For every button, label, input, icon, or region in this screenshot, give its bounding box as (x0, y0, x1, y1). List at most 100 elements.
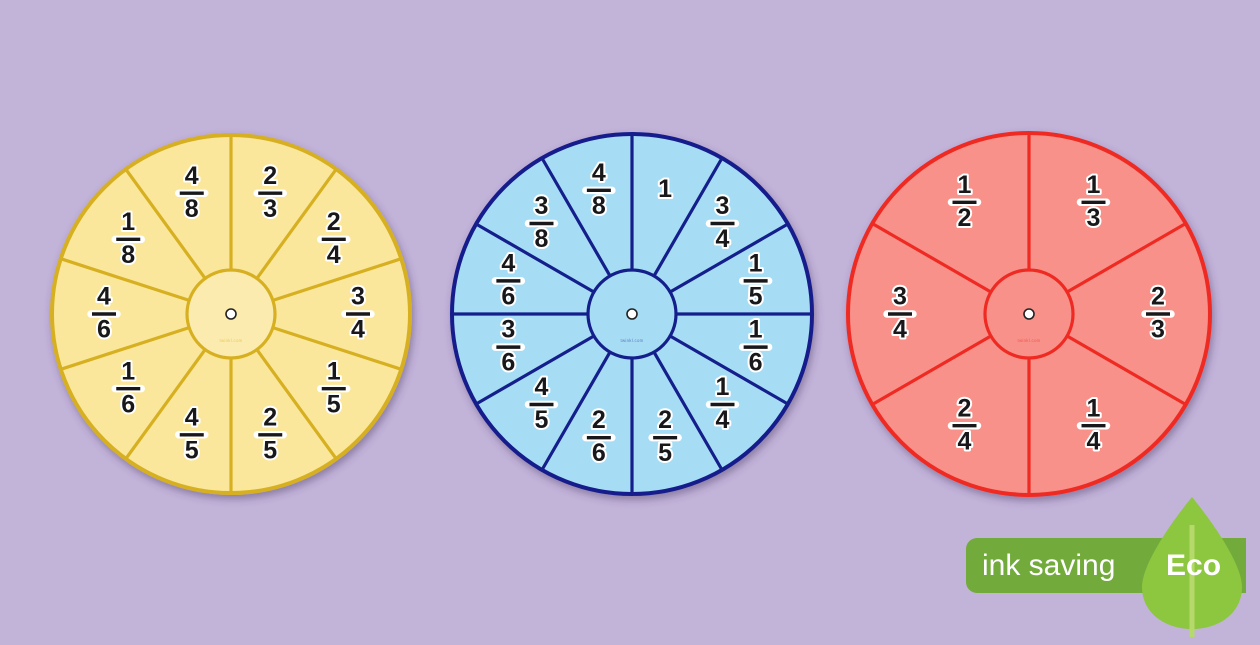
segment-divider (1065, 221, 1188, 294)
fraction-denominator: 4 (893, 316, 907, 344)
fraction-numerator: 4 (535, 373, 549, 401)
fraction-denominator: 6 (501, 349, 515, 377)
watermark-text: twinkl.com (219, 338, 242, 343)
fraction-numerator: 4 (592, 159, 606, 187)
fraction-denominator: 4 (327, 241, 341, 269)
fraction-numerator: 1 (327, 357, 341, 385)
fraction-denominator: 3 (1151, 316, 1165, 344)
fraction-label: 24 (316, 206, 351, 271)
fraction-label: 18 (111, 206, 146, 271)
segment-divider (124, 347, 207, 461)
fraction-denominator: 5 (327, 390, 341, 418)
pivot-hole (626, 308, 638, 320)
fraction-numerator: 1 (121, 208, 135, 236)
segment-divider (540, 350, 612, 472)
fraction-label: 45 (175, 401, 209, 466)
fraction-label: 38 (524, 190, 559, 255)
segment-divider (652, 350, 724, 472)
fraction-denominator: 5 (535, 406, 549, 434)
fraction-denominator: 6 (501, 282, 515, 310)
fraction-denominator: 3 (1087, 204, 1101, 232)
fraction-denominator: 8 (535, 225, 549, 253)
fraction-label: 16 (111, 355, 146, 420)
fraction-denominator: 8 (592, 192, 606, 220)
fraction-numerator: 1 (716, 373, 730, 401)
ink-saving-label: ink saving (982, 549, 1116, 582)
fraction-label: 15 (738, 247, 773, 312)
fraction-numerator: 3 (501, 316, 515, 344)
fraction-numerator: 3 (351, 283, 365, 311)
fraction-label: 48 (582, 157, 616, 222)
fraction-label: 12 (947, 169, 982, 234)
segment-divider (474, 222, 596, 294)
watermark-text: twinkl.com (1017, 338, 1040, 343)
fraction-numerator: 1 (1087, 171, 1101, 199)
pivot-hole (225, 308, 237, 320)
fraction-numerator: 2 (1151, 283, 1165, 311)
ink-saving-eco-badge: ink saving Eco (966, 497, 1260, 637)
fraction-denominator: 8 (185, 195, 199, 223)
segment-divider (474, 334, 596, 406)
fraction-label: 46 (491, 247, 526, 312)
fraction-denominator: 6 (97, 316, 111, 344)
fraction-label: 16 (738, 314, 773, 379)
fraction-label: 25 (648, 404, 682, 469)
segment-divider (271, 257, 403, 303)
segment-divider (271, 325, 403, 371)
fraction-denominator: 4 (716, 406, 730, 434)
fraction-denominator: 5 (658, 439, 672, 467)
fraction-label: 14 (705, 371, 740, 436)
spinner-wheels-canvas: twinkl.com 2 3 2 4 3 4 1 5 2 5 4 5 1 6 4 6 1 8 4 8 twinkl.com… (50, 131, 1260, 637)
fraction-denominator: 2 (958, 204, 972, 232)
fraction-numerator: 1 (749, 316, 763, 344)
fraction-label: 24 (947, 392, 982, 457)
segment-divider (59, 325, 191, 371)
eco-label: Eco (1166, 549, 1222, 582)
segment-divider (255, 347, 338, 461)
fraction-numerator: 2 (658, 406, 672, 434)
fraction-numerator: 2 (263, 403, 277, 431)
fraction-numerator: 2 (263, 162, 277, 190)
segment-divider (255, 167, 338, 281)
fraction-numerator: 4 (97, 283, 111, 311)
segment-divider (870, 221, 993, 294)
fraction-denominator: 4 (958, 427, 972, 455)
fraction-label: 13 (1076, 169, 1111, 234)
fraction-numerator: 3 (716, 192, 730, 220)
segment-divider (652, 156, 724, 278)
fraction-label: 23 (253, 160, 287, 225)
fraction-numerator: 2 (327, 208, 341, 236)
fraction-label: 25 (253, 401, 287, 466)
segment-divider (59, 257, 191, 303)
fraction-denominator: 6 (121, 390, 135, 418)
segment-divider (124, 167, 207, 281)
fraction-label: 15 (316, 355, 351, 420)
fraction-numerator: 1 (121, 357, 135, 385)
segment-divider (540, 156, 612, 278)
fraction-denominator: 5 (749, 282, 763, 310)
fraction-label: 34 (341, 281, 375, 346)
fraction-label: 34 (883, 281, 917, 346)
fraction-denominator: 6 (592, 439, 606, 467)
fraction-numerator: 3 (893, 283, 907, 311)
segment-divider (870, 334, 993, 407)
fraction-label: 34 (705, 190, 740, 255)
fraction-denominator: 4 (1087, 427, 1101, 455)
fraction-denominator: 4 (716, 225, 730, 253)
fraction-label: 45 (524, 371, 559, 436)
fraction-denominator: 5 (263, 436, 277, 464)
fraction-numerator: 1 (958, 171, 972, 199)
fraction-label: 26 (582, 404, 616, 469)
segment-divider (668, 222, 790, 294)
fraction-denominator: 3 (263, 195, 277, 223)
fraction-denominator: 6 (749, 349, 763, 377)
pivot-hole (1023, 308, 1035, 320)
fraction-numerator: 2 (958, 394, 972, 422)
watermark-text: twinkl.com (620, 338, 643, 343)
fraction-label: 48 (175, 160, 209, 225)
fraction-whole-number: 1 (658, 175, 672, 203)
